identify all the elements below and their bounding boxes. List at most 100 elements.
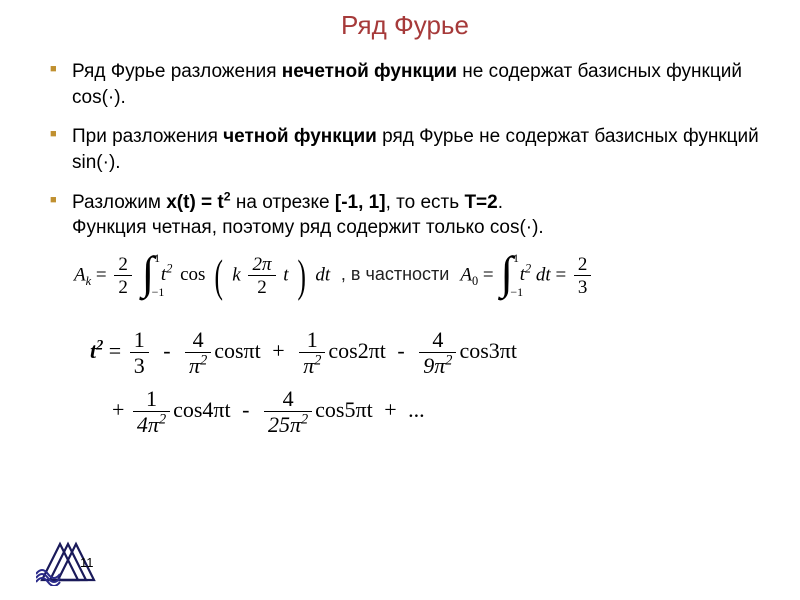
term: 1 π2 bbox=[299, 329, 325, 377]
num: 1 bbox=[133, 388, 170, 412]
bullet-2: При разложения четной функции ряд Фурье … bbox=[50, 124, 760, 175]
text: . bbox=[498, 192, 503, 213]
eq: = bbox=[109, 338, 127, 363]
den: 9π2 bbox=[419, 353, 456, 377]
var-A0: A bbox=[460, 264, 472, 285]
pre: 25 bbox=[268, 412, 290, 437]
text: , то есть bbox=[386, 192, 465, 213]
tail: cos3πt bbox=[459, 338, 517, 363]
bold-text: T=2 bbox=[464, 192, 497, 213]
num: 2 bbox=[114, 255, 132, 276]
slide-title: Ряд Фурье bbox=[50, 10, 760, 41]
formula-ak: Ak = 2 2 1 ∫ −1 t2 cos ( k 2π 2 t ) dt ,… bbox=[74, 255, 760, 297]
num: 4 bbox=[264, 388, 312, 412]
bold-text: нечетной функции bbox=[282, 61, 457, 82]
sq: 2 bbox=[166, 262, 172, 276]
bullet-3: Разложим x(t) = t2 на отрезке [-1, 1], т… bbox=[50, 190, 760, 241]
integral-2: 1 ∫ −1 bbox=[500, 257, 513, 294]
text: При разложения bbox=[72, 126, 223, 147]
bullet-1: Ряд Фурье разложения нечетной функции не… bbox=[50, 59, 760, 110]
num: 2 bbox=[574, 255, 592, 276]
den: 2 bbox=[248, 276, 275, 297]
bold-text: четной функции bbox=[223, 126, 377, 147]
k: k bbox=[232, 264, 240, 285]
pi: π bbox=[290, 412, 301, 437]
exp: 2 bbox=[200, 352, 207, 368]
text: Разложим bbox=[72, 192, 166, 213]
lead: + bbox=[112, 397, 130, 422]
exp: 2 bbox=[445, 352, 452, 368]
paren-l: ( bbox=[215, 260, 223, 292]
num: 4 bbox=[419, 329, 456, 353]
term: 4 9π2 bbox=[419, 329, 456, 377]
tail: cos2πt bbox=[328, 338, 386, 363]
pre: 4 bbox=[137, 412, 148, 437]
pi: π bbox=[434, 353, 445, 378]
superscript: 2 bbox=[224, 189, 231, 203]
exp: 2 bbox=[159, 411, 166, 427]
series-expansion: t2 = 1 3 - 4 π2 cosπt + 1 π2 cos2πt - 4 … bbox=[90, 325, 760, 437]
equals: = bbox=[483, 264, 498, 285]
bold-text: x(t) = t2 bbox=[166, 192, 230, 213]
term: 4 π2 bbox=[185, 329, 211, 377]
exp: 2 bbox=[301, 411, 308, 427]
tail: cos4πt bbox=[173, 397, 231, 422]
sub-k: k bbox=[86, 274, 91, 288]
integral: 1 ∫ −1 bbox=[142, 257, 155, 294]
frac-2-2: 2 2 bbox=[114, 255, 132, 297]
t2: t2 bbox=[161, 264, 172, 285]
num: 1 bbox=[299, 329, 325, 353]
op: - bbox=[242, 397, 249, 422]
cos: cos bbox=[180, 264, 205, 285]
pi: π bbox=[148, 412, 159, 437]
op: - bbox=[397, 338, 404, 363]
bold-text: [-1, 1] bbox=[335, 192, 386, 213]
lim-top: 1 bbox=[513, 251, 519, 266]
pre: 9 bbox=[423, 353, 434, 378]
lim-top: 1 bbox=[154, 251, 160, 266]
den: 3 bbox=[574, 276, 592, 297]
num: 1 bbox=[130, 329, 149, 353]
den: π2 bbox=[299, 353, 325, 377]
lim-bot: −1 bbox=[152, 285, 165, 300]
exp: 2 bbox=[314, 352, 321, 368]
den: 3 bbox=[130, 353, 149, 377]
term: 4 25π2 bbox=[264, 388, 312, 436]
var-A: A bbox=[74, 264, 86, 285]
den: π2 bbox=[185, 353, 211, 377]
tail: cosπt bbox=[214, 338, 261, 363]
sq: 2 bbox=[525, 262, 531, 276]
equals: = bbox=[555, 264, 570, 285]
slide: Ряд Фурье Ряд Фурье разложения нечетной … bbox=[0, 0, 800, 600]
series-row-1: t2 = 1 3 - 4 π2 cosπt + 1 π2 cos2πt - 4 … bbox=[90, 325, 760, 378]
paren-r: ) bbox=[298, 260, 306, 292]
bullet-list: Ряд Фурье разложения нечетной функции не… bbox=[50, 59, 760, 241]
op: - bbox=[163, 338, 170, 363]
den: 2 bbox=[114, 276, 132, 297]
num: 4 bbox=[185, 329, 211, 353]
tail: cos5πt bbox=[315, 397, 373, 422]
pi: π bbox=[303, 353, 314, 378]
op: + bbox=[384, 397, 396, 422]
t2b: t2 bbox=[520, 264, 531, 285]
lim-bot: −1 bbox=[510, 285, 523, 300]
page-number: 11 bbox=[80, 555, 94, 570]
sub-0: 0 bbox=[472, 274, 478, 288]
series-row-2: + 1 4π2 cos4πt - 4 25π2 cos5πt + ... bbox=[112, 384, 760, 437]
den: 25π2 bbox=[264, 412, 312, 436]
text: Функция четная, поэтому ряд содержит тол… bbox=[72, 217, 544, 238]
den: 4π2 bbox=[133, 412, 170, 436]
num: 2π bbox=[248, 255, 275, 276]
term: 1 3 bbox=[130, 329, 149, 377]
lhs: t2 bbox=[90, 338, 103, 363]
frac-2pi-2: 2π 2 bbox=[248, 255, 275, 297]
text: x(t) = t bbox=[166, 192, 224, 213]
note-text: , в частности bbox=[341, 264, 454, 284]
equals: = bbox=[96, 264, 111, 285]
t: t bbox=[283, 264, 288, 285]
dt: dt bbox=[315, 264, 330, 285]
sq: 2 bbox=[96, 338, 103, 354]
frac-2-3: 2 3 bbox=[574, 255, 592, 297]
text: на отрезке bbox=[231, 192, 335, 213]
pi: π bbox=[189, 353, 200, 378]
